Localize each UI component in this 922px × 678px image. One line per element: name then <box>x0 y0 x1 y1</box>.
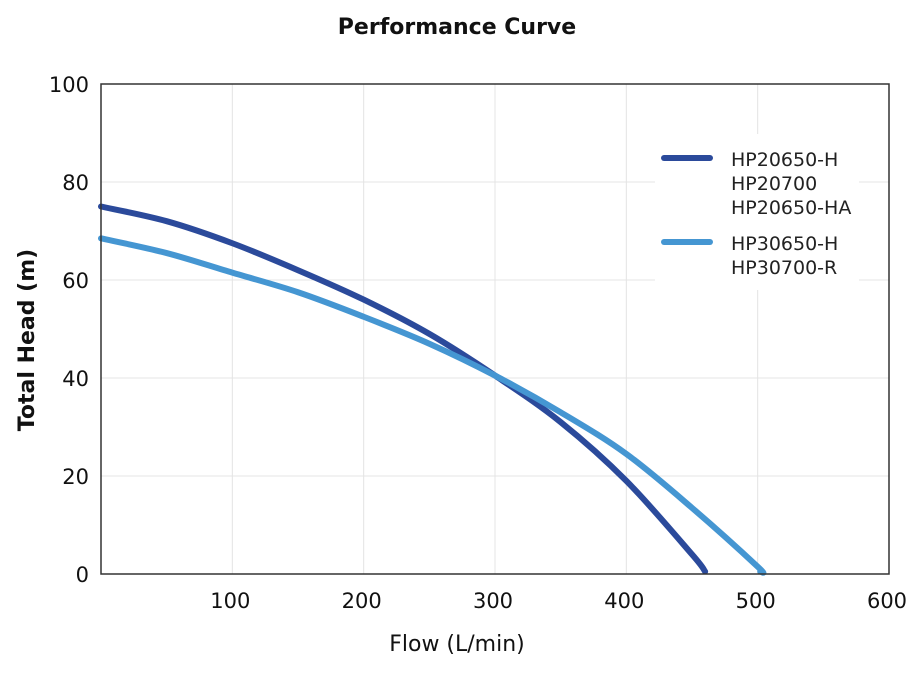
y-tick-label: 20 <box>62 465 89 489</box>
x-tick-label: 200 <box>342 589 382 613</box>
legend-label: HP20650-H <box>731 149 838 171</box>
y-tick-label: 40 <box>62 367 89 391</box>
legend-label: HP20700 <box>731 173 817 195</box>
legend-label: HP20650-HA <box>731 197 851 219</box>
series-line-2 <box>98 235 767 576</box>
y-tick-label: 0 <box>76 563 89 587</box>
grid <box>101 84 889 574</box>
y-tick-label: 60 <box>62 269 89 293</box>
y-axis-label: Total Head (m) <box>15 249 40 431</box>
y-axis-ticks: 0 20 40 60 80 100 <box>49 73 89 587</box>
series-layer <box>98 203 767 576</box>
x-axis-label: Flow (L/min) <box>389 632 525 657</box>
y-tick-label: 100 <box>49 73 89 97</box>
y-tick-label: 80 <box>62 171 89 195</box>
legend-label: HP30650-H <box>731 233 838 255</box>
plot-frame <box>100 83 890 575</box>
x-axis-ticks: 100 200 300 400 500 600 <box>210 589 907 613</box>
x-tick-label: 400 <box>604 589 644 613</box>
x-tick-label: 300 <box>473 589 513 613</box>
series-line-1 <box>98 203 709 575</box>
legend-label: HP30700-R <box>731 257 837 279</box>
x-tick-label: 500 <box>736 589 776 613</box>
x-tick-label: 600 <box>867 589 907 613</box>
chart-title: Performance Curve <box>338 15 576 40</box>
x-tick-label: 100 <box>210 589 250 613</box>
